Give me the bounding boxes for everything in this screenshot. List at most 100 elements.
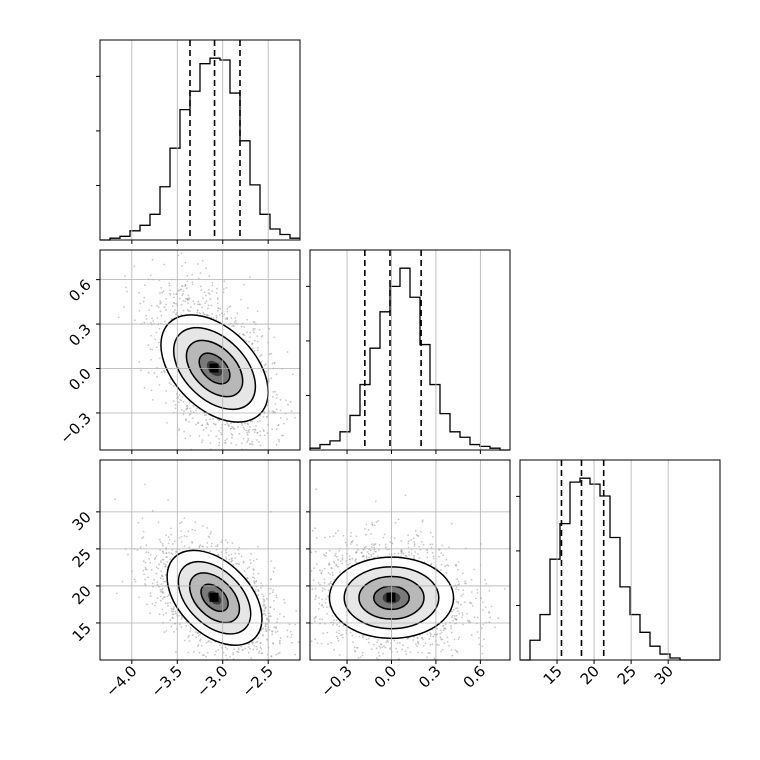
scatter-point (241, 424, 244, 426)
scatter-point (351, 681, 353, 683)
scatter-point (233, 428, 236, 430)
scatter-point (257, 545, 259, 548)
scatter-point (428, 637, 431, 640)
scatter-point (219, 307, 222, 310)
scatter-point (244, 422, 246, 425)
scatter-point (117, 316, 120, 319)
scatter-point (181, 294, 184, 297)
scatter-point (282, 614, 284, 616)
scatter-point (144, 483, 147, 486)
scatter-point (231, 542, 234, 544)
scatter-point (287, 403, 289, 406)
scatter-point (335, 619, 338, 621)
scatter-point (484, 606, 487, 608)
scatter-point (230, 558, 233, 560)
grid-lines (100, 460, 300, 660)
scatter-point (262, 627, 264, 630)
scatter-point (218, 441, 221, 444)
density-panel-1-2 (279, 488, 506, 683)
scatter-point (275, 397, 278, 399)
scatter-point (173, 540, 176, 543)
scatter-point (262, 415, 265, 418)
scatter-point (149, 348, 152, 351)
scatter-point (275, 653, 277, 656)
scatter-point (205, 642, 208, 644)
scatter-point (503, 587, 506, 590)
scatter-point (245, 666, 247, 668)
scatter-point (377, 555, 379, 558)
scatter-point (147, 371, 150, 374)
scatter-point (184, 261, 187, 264)
scatter-point (238, 668, 240, 670)
scatter-point (158, 563, 161, 566)
scatter-point (249, 647, 252, 650)
scatter-point (252, 573, 255, 575)
scatter-point (249, 426, 251, 428)
scatter-point (240, 645, 243, 648)
scatter-point (231, 436, 233, 439)
scatter-point (182, 413, 185, 416)
scatter-point (322, 632, 324, 634)
scatter-point (289, 400, 292, 403)
scatter-point (285, 627, 287, 629)
scatter-point (161, 543, 164, 545)
scatter-point (279, 563, 281, 565)
scatter-point (455, 586, 458, 589)
scatter-point (207, 292, 210, 294)
scatter-point (149, 592, 152, 594)
scatter-point (182, 309, 185, 312)
scatter-point (266, 598, 268, 600)
scatter-point (215, 314, 218, 317)
scatter-point (253, 328, 256, 330)
scatter-point (206, 314, 209, 317)
scatter-point (143, 386, 146, 389)
scatter-point (402, 644, 404, 646)
scatter-point (265, 370, 268, 373)
scatter-point (444, 623, 447, 626)
scatter-point (136, 549, 139, 551)
scatter-point (216, 287, 218, 290)
scatter-point (338, 632, 340, 635)
scatter-point (200, 289, 203, 292)
scatter-point (158, 613, 161, 616)
scatter-point (252, 648, 255, 651)
scatter-point (248, 662, 250, 664)
x-tick-label: −3.5 (148, 662, 186, 700)
scatter-point (242, 426, 245, 429)
scatter-point (115, 592, 118, 595)
scatter-point (445, 558, 448, 561)
scatter-point (254, 588, 257, 591)
scatter-point (186, 298, 189, 301)
scatter-point (450, 625, 452, 627)
scatter-point (237, 461, 239, 463)
scatter-point (261, 334, 264, 337)
scatter-point (475, 597, 477, 600)
scatter-point (432, 555, 435, 558)
scatter-point (250, 657, 253, 659)
scatter-point (446, 641, 449, 643)
scatter-point (218, 644, 221, 647)
scatter-point (260, 582, 262, 584)
scatter-point (220, 541, 223, 544)
scatter-point (211, 542, 213, 545)
scatter-point (286, 635, 289, 638)
scatter-point (241, 452, 243, 454)
scatter-point (215, 650, 218, 653)
x-tick-label: 20 (577, 662, 603, 688)
scatter-point (257, 637, 259, 640)
scatter-point (451, 654, 454, 657)
scatter-point (242, 561, 245, 563)
scatter-point (225, 654, 227, 657)
scatter-point (338, 549, 341, 552)
scatter-point (197, 263, 199, 265)
scatter-point (169, 601, 172, 604)
scatter-point (451, 616, 453, 619)
scatter-point (305, 594, 307, 596)
scatter-point (297, 641, 300, 643)
scatter-point (160, 583, 163, 585)
scatter-point (155, 572, 158, 575)
scatter-point (303, 579, 305, 581)
scatter-point (160, 371, 163, 374)
scatter-point (358, 635, 361, 638)
scatter-point (277, 424, 279, 427)
